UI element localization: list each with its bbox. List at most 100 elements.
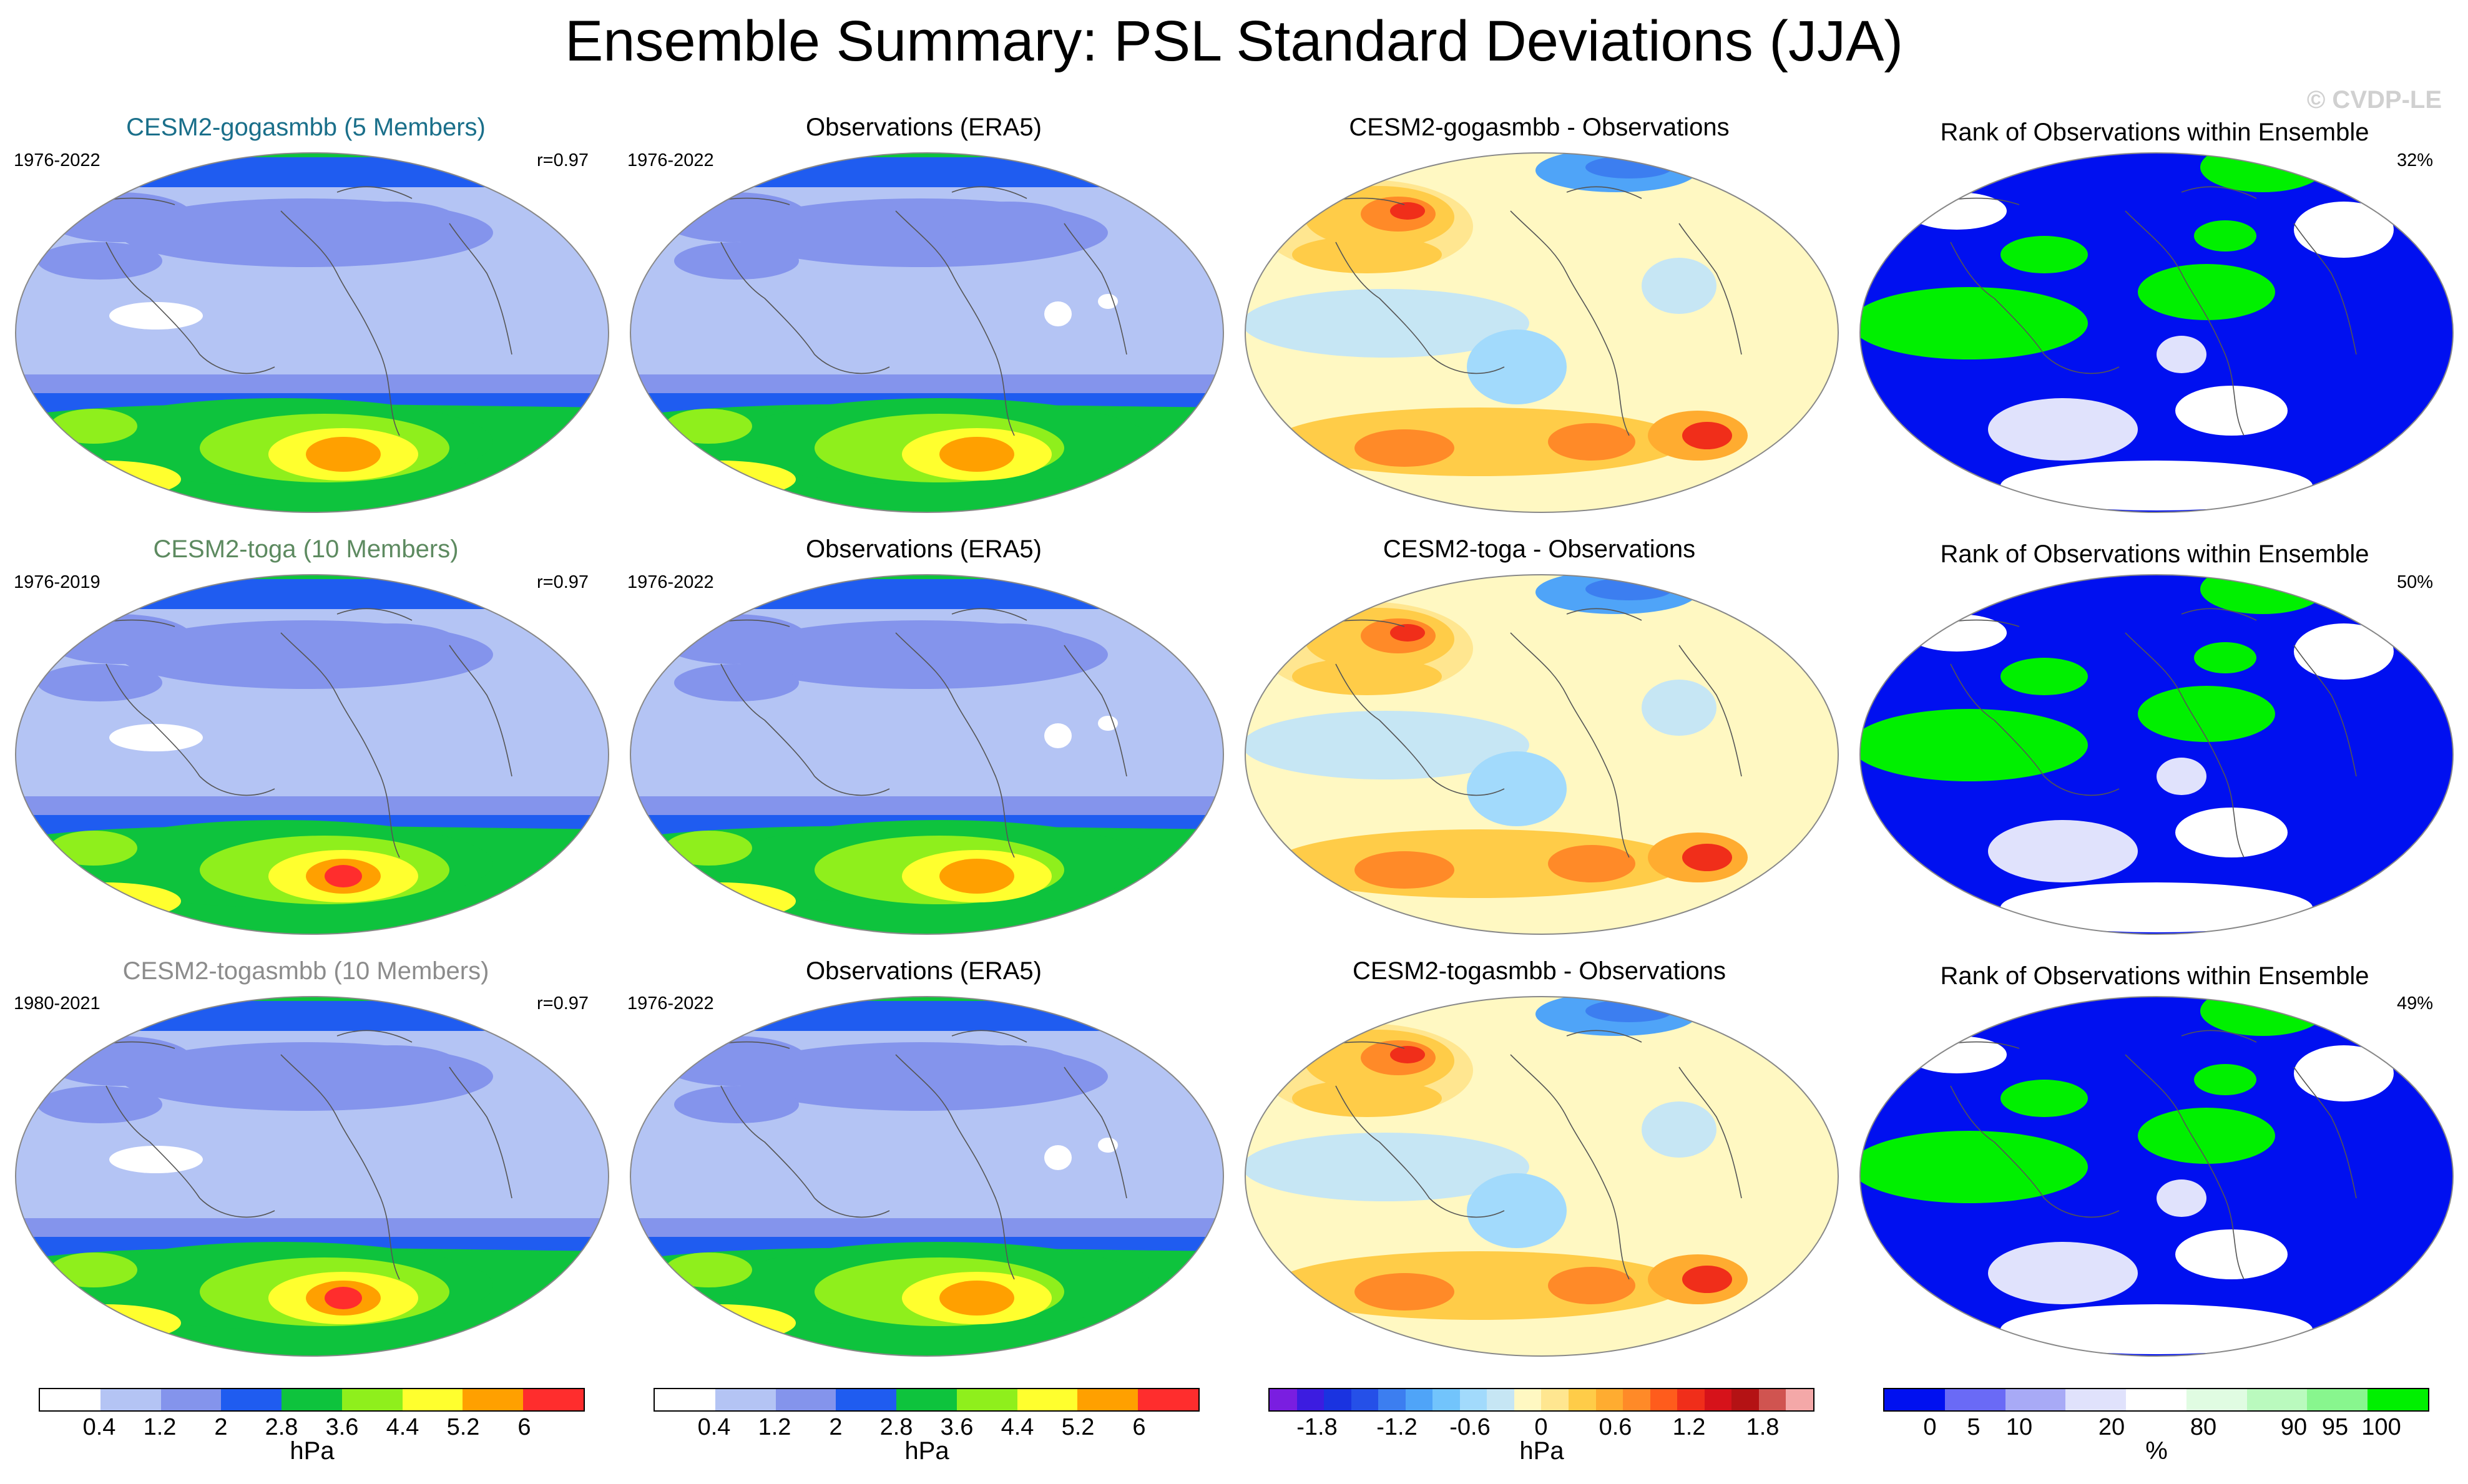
map-fields [1860, 575, 2453, 934]
colorbar-swatch [655, 1389, 715, 1410]
colorbar-swatch [2065, 1389, 2127, 1410]
rank-panel-title: Rank of Observations within Ensemble [1940, 540, 2369, 568]
model-panel-title: CESM2-gogasmbb (5 Members) [126, 114, 486, 141]
high-rank-region [2194, 1064, 2256, 1095]
colorbar-tick: 1.2 [1672, 1414, 1706, 1440]
antarctic-band [630, 920, 1223, 934]
negative-region [1642, 680, 1716, 736]
contour-blob [665, 409, 752, 444]
contour-blob [1760, 442, 1823, 492]
contour-blob [37, 664, 162, 701]
map-fields [630, 153, 1223, 512]
coastline [2293, 645, 2357, 777]
coastline [895, 1054, 1015, 1280]
colorbar-tick: 20 [2098, 1414, 2125, 1440]
model-panel-title: CESM2-togasmbb (10 Members) [122, 957, 489, 985]
coastline [2125, 1054, 2245, 1280]
negative-region [1467, 751, 1567, 826]
low-rank-region [2157, 1179, 2206, 1217]
contour-blob [325, 202, 462, 245]
high-rank-region [2138, 264, 2275, 320]
colorbar-swatch [1704, 1389, 1732, 1410]
coastline [1429, 1198, 1505, 1218]
colorbar-tick: -0.6 [1449, 1414, 1491, 1440]
negative-region [1642, 258, 1716, 314]
colorbar-tick: 0.4 [82, 1414, 116, 1440]
model-years: 1980-2021 [14, 993, 100, 1013]
contour-blob [1292, 658, 1442, 695]
colorbar-swatch [402, 1389, 463, 1410]
coastline [336, 608, 413, 621]
diff-peak [1682, 1266, 1732, 1293]
arctic-band [630, 575, 1223, 579]
map-fields [1860, 153, 2453, 512]
high-rank-region [1860, 709, 2088, 781]
model-std-map [15, 152, 609, 513]
low-rank-region [2294, 623, 2394, 680]
colorbar-swatch [956, 1389, 1017, 1410]
globe-border [15, 574, 609, 935]
colorbar-swatch [463, 1389, 524, 1410]
low-rank-region [2175, 386, 2288, 436]
colorbar-swatch [1324, 1389, 1351, 1410]
coastline [1064, 645, 1127, 777]
contour-blob [1354, 1273, 1454, 1311]
colorbar-tick: 6 [1132, 1414, 1146, 1440]
colorbar-tick: 2 [214, 1414, 228, 1440]
rank-percent: 49% [2397, 993, 2434, 1013]
coastline [336, 1030, 413, 1043]
contour-blob [50, 831, 137, 866]
coastline [280, 210, 400, 436]
globe-border [15, 152, 609, 513]
globe-border [15, 996, 609, 1357]
contour-blob [665, 1252, 752, 1287]
antarctic-band [630, 1342, 1223, 1356]
obs-panel-title: Observations (ERA5) [806, 114, 1042, 141]
arctic-band [630, 153, 1223, 157]
colorbar-unit: hPa [904, 1437, 949, 1465]
colorbar-swatch [1378, 1389, 1406, 1410]
coastline [1064, 223, 1127, 355]
low-rank-region [1907, 1036, 2007, 1073]
map-fields [16, 997, 609, 1356]
low-rank-region [2157, 758, 2206, 795]
colorbar-swatch [1351, 1389, 1379, 1410]
colorbar-swatch [160, 1389, 222, 1410]
coastline [449, 1067, 512, 1199]
coastline [1678, 645, 1742, 777]
map-fields [630, 997, 1223, 1356]
figure-title: Ensemble Summary: PSL Standard Deviation… [564, 9, 1904, 73]
contour-blob [37, 242, 162, 280]
rank-percent: 50% [2397, 572, 2434, 592]
coastline [1510, 632, 1630, 858]
low-rank-region [2294, 1045, 2394, 1101]
colorbar-swatch [2186, 1389, 2247, 1410]
colorbar-tick: 2.8 [879, 1414, 913, 1440]
antarctic-band [16, 498, 609, 512]
coastline [1335, 242, 1430, 355]
coastline [2293, 223, 2357, 355]
contour-blob [665, 831, 752, 866]
coastline [2044, 1198, 2120, 1218]
coastline [1950, 1085, 2045, 1199]
colorbar-tick: -1.2 [1376, 1414, 1418, 1440]
contour-blob [674, 664, 799, 701]
coastline [720, 242, 815, 355]
contour-blob [659, 614, 808, 664]
coastline [1566, 608, 1642, 621]
rank-percent: 32% [2397, 150, 2434, 170]
contour-blob [50, 409, 137, 444]
white-patch [1044, 301, 1072, 326]
coastline [1429, 776, 1505, 796]
coastline [449, 645, 512, 777]
contour-blob [325, 1045, 462, 1089]
colorbar-swatch [1459, 1389, 1487, 1410]
colorbar-swatch [1487, 1389, 1514, 1410]
correlation-value: r=0.97 [537, 150, 589, 170]
map-fields [1245, 575, 1838, 934]
diff-map [1245, 152, 1839, 513]
model-std-map [15, 574, 609, 935]
low-rank-region [2175, 808, 2288, 857]
negative-region [1467, 330, 1567, 404]
diff-peak [1390, 624, 1425, 642]
